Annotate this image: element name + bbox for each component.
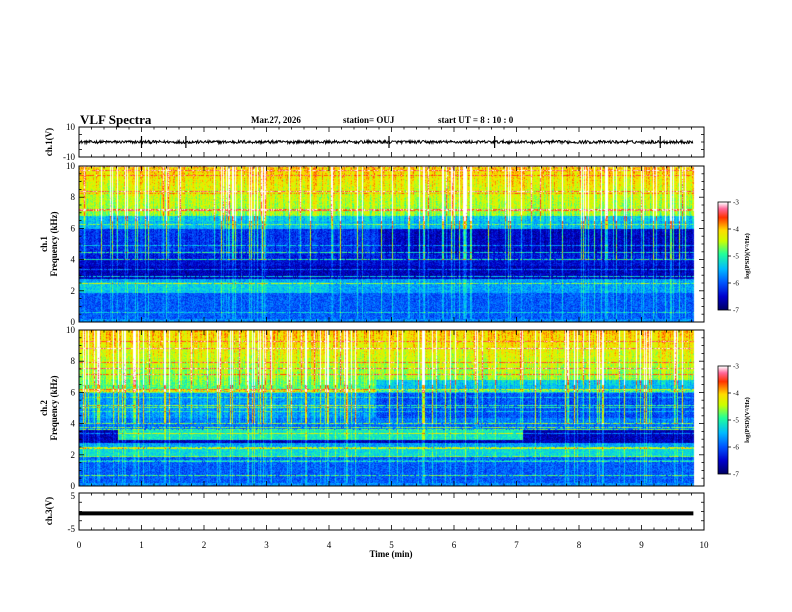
- x-tick-label: 0: [77, 540, 82, 550]
- x-tick-label: 10: [700, 540, 710, 550]
- time-axis-tick-labels: 0 1 2 3 4 5 6 7 8 9 10: [77, 540, 709, 550]
- ch2-spectrogram-ytick-labels: 0 2 4 6 8 10: [66, 325, 76, 491]
- station-label: station= OUJ: [343, 115, 395, 125]
- ch3-ytick-top: 5: [71, 491, 76, 501]
- ch2-spectrogram-panel: 0 2 4 6 8 10 ch.2 Frequency (kHz): [39, 325, 705, 491]
- ch1-waveform-panel: 10 -10 ch.1(V): [44, 122, 705, 162]
- ch2-colorbar-ticks: -3 -4 -5 -6 -7: [728, 363, 739, 479]
- ch1-waveform-spikes: [140, 136, 661, 148]
- time-axis-label: Time (min): [369, 549, 412, 559]
- y-tick-label: 6: [71, 387, 76, 397]
- y-tick-label: 4: [71, 255, 76, 265]
- ch2-colorbar-gradient: [718, 366, 728, 474]
- ch2-spectrogram-ticks: [78, 329, 705, 487]
- y-tick-label: 10: [66, 325, 76, 335]
- x-tick-label: 6: [452, 540, 457, 550]
- y-tick-label: 0: [71, 481, 76, 491]
- colorbar-tick-label: -6: [733, 280, 739, 288]
- ch2-spectrogram-ylabel: Frequency (kHz): [49, 375, 59, 440]
- ch1-spectrogram-ticks: [78, 165, 705, 323]
- ch1-spectrogram-panel: 0 2 4 6 8 10 ch.1 Frequency (kHz): [39, 161, 705, 327]
- figure-title: VLF Spectra: [80, 112, 152, 127]
- ch1-colorbar-ticks: -3 -4 -5 -6 -7: [728, 199, 739, 315]
- colorbar-tick-label: -6: [733, 444, 739, 452]
- y-tick-label: 4: [71, 419, 76, 429]
- y-tick-label: 10: [66, 161, 76, 171]
- colorbar-tick-label: -5: [733, 417, 739, 425]
- ch1-spectrogram-heatmap: [79, 166, 704, 322]
- ch1-waveform-ticks: [78, 126, 705, 158]
- y-tick-label: 8: [71, 192, 76, 202]
- x-tick-label: 2: [202, 540, 207, 550]
- ch3-waveform-ylabel: ch.3(V): [44, 497, 54, 525]
- x-tick-label: 8: [577, 540, 582, 550]
- colorbar-tick-label: -7: [733, 471, 739, 479]
- ch1-ytick-top: 10: [66, 122, 76, 132]
- ch3-waveform-panel: 5 -5 ch.3(V): [44, 491, 705, 534]
- ch1-colorbar: -3 -4 -5 -6 -7 log(PSD)(V²/Hz): [717, 199, 751, 315]
- y-tick-label: 8: [71, 356, 76, 366]
- ch1-waveform-trace: [78, 138, 694, 146]
- x-tick-label: 9: [639, 540, 644, 550]
- colorbar-tick-label: -7: [733, 307, 739, 315]
- colorbar-tick-label: -5: [733, 253, 739, 261]
- y-tick-label: 2: [71, 450, 76, 460]
- x-tick-label: 3: [264, 540, 269, 550]
- x-tick-label: 1: [139, 540, 144, 550]
- ch1-ytick-bottom: -10: [63, 152, 75, 162]
- colorbar-tick-label: -3: [733, 363, 739, 371]
- y-tick-label: 6: [71, 223, 76, 233]
- ch2-colorbar: -3 -4 -5 -6 -7 log(PSD)(V²/Hz): [717, 363, 751, 479]
- ch1-spectrogram-channel-label: ch.1: [39, 236, 49, 252]
- ch1-waveform-ylabel: ch.1(V): [44, 128, 54, 156]
- ch2-spectrogram-channel-label: ch.2: [39, 400, 49, 416]
- colorbar-tick-label: -4: [733, 390, 739, 398]
- x-tick-label: 5: [389, 540, 394, 550]
- ch3-ytick-bottom: -5: [68, 524, 76, 534]
- ch3-waveform-ticks: [78, 492, 705, 531]
- ch1-spectrogram-ytick-labels: 0 2 4 6 8 10: [66, 161, 76, 327]
- x-tick-label: 4: [327, 540, 332, 550]
- colorbar-tick-label: -4: [733, 226, 739, 234]
- date-label: Mar.27, 2026: [251, 115, 301, 125]
- ch1-colorbar-gradient: [718, 202, 728, 310]
- ch2-spectrogram-heatmap: [79, 330, 704, 486]
- colorbar-tick-label: -3: [733, 199, 739, 207]
- y-tick-label: 2: [71, 286, 76, 296]
- ch1-colorbar-label: log(PSD)(V²/Hz): [744, 233, 751, 279]
- ch1-spectrogram-ylabel: Frequency (kHz): [49, 211, 59, 276]
- x-tick-label: 7: [514, 540, 519, 550]
- y-tick-label: 0: [71, 317, 76, 327]
- ch2-colorbar-label: log(PSD)(V²/Hz): [744, 397, 751, 443]
- start-time-label: start UT = 8 : 10 : 0: [438, 115, 514, 125]
